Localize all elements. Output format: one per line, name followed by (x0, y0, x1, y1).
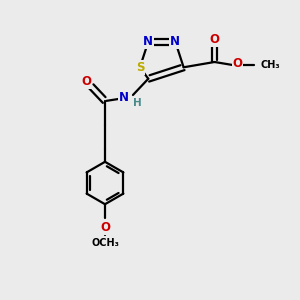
Text: O: O (209, 33, 220, 46)
Text: N: N (143, 35, 153, 48)
Text: S: S (136, 61, 144, 74)
Text: H: H (133, 98, 142, 108)
Text: OCH₃: OCH₃ (91, 238, 119, 248)
Text: O: O (100, 221, 110, 234)
Text: N: N (118, 92, 129, 104)
Text: CH₃: CH₃ (260, 60, 280, 70)
Text: O: O (81, 75, 91, 88)
Text: N: N (170, 35, 180, 48)
Text: O: O (232, 57, 242, 70)
